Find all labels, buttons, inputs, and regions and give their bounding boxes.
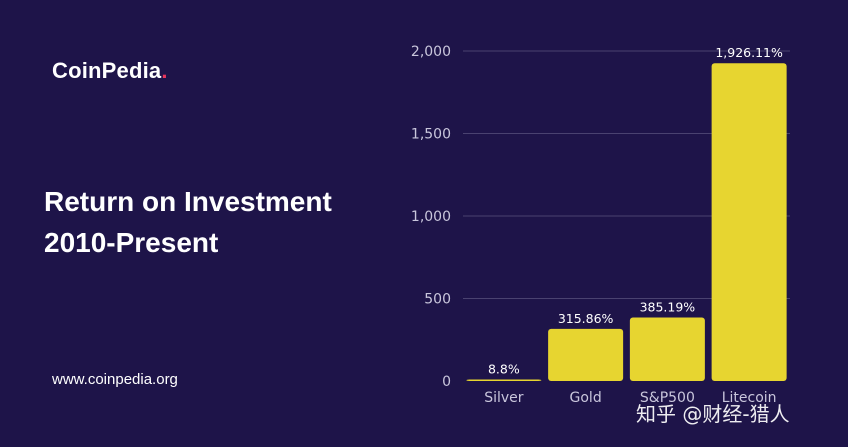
y-tick-label: 2,000 [411, 44, 451, 60]
data-label: 385.19% [640, 299, 696, 314]
x-tick-label: Gold [570, 390, 602, 406]
x-tick-label: Silver [484, 390, 524, 406]
zhihu-watermark: 知乎 @财经-猎人 [636, 402, 790, 426]
coinpedia-logo: CoinPedia. [52, 58, 168, 84]
y-tick-label: 1,000 [411, 209, 451, 225]
y-tick-label: 500 [424, 292, 451, 308]
data-label: 1,926.11% [715, 45, 783, 60]
bar [711, 63, 787, 382]
data-label: 315.86% [558, 311, 614, 326]
logo-dot: . [161, 58, 168, 83]
title-line-2: 2010-Present [44, 227, 219, 258]
bar [466, 379, 542, 381]
bar [548, 328, 624, 381]
y-tick-label: 1,500 [411, 127, 451, 143]
logo-text: CoinPedia [52, 58, 162, 83]
data-label: 8.8% [488, 362, 520, 377]
y-tick-label: 0 [442, 374, 451, 390]
bar [629, 317, 705, 381]
x-tick-label: S&P500 [640, 390, 695, 406]
website-url: www.coinpedia.org [52, 371, 178, 388]
x-tick-label: Litecoin [722, 390, 777, 406]
title-line-1: Return on Investment [44, 186, 332, 217]
page-title: Return on Investment 2010-Present [44, 181, 332, 263]
